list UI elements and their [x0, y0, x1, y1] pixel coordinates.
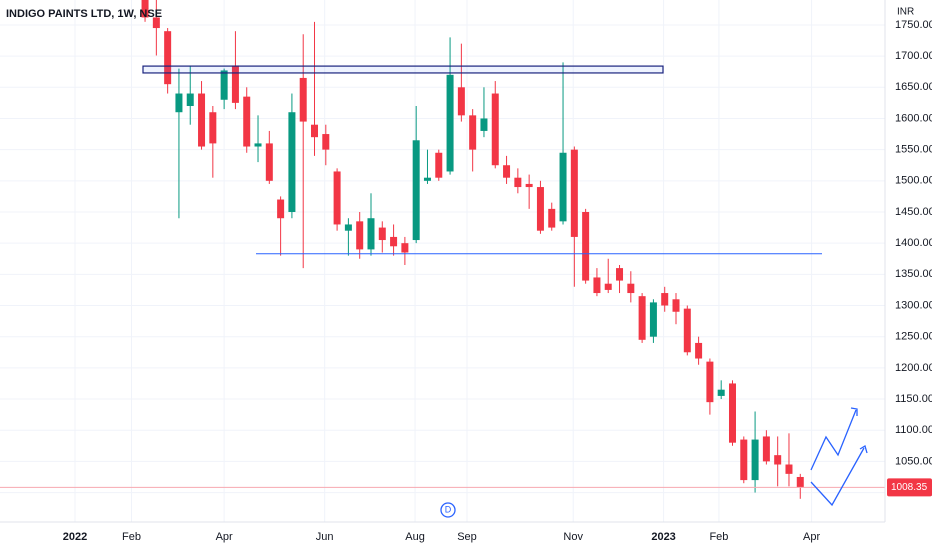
candle-body: [604, 283, 612, 290]
x-tick-label: 2022: [63, 531, 87, 543]
candle-body: [412, 140, 420, 241]
candle-body: [457, 87, 465, 116]
candle-body: [311, 124, 319, 138]
y-tick-label: 1500.00: [895, 175, 932, 187]
y-tick-label: 1600.00: [895, 112, 932, 124]
candle-body: [638, 296, 646, 340]
candle-body: [141, 0, 149, 18]
candle-body: [593, 277, 601, 294]
y-tick-label: 1050.00: [895, 455, 932, 467]
y-tick-label: 1550.00: [895, 144, 932, 156]
candle-body: [503, 165, 511, 178]
candle-body: [525, 183, 533, 188]
candle-body: [706, 361, 714, 403]
event-label: D: [445, 504, 452, 514]
candle-body: [627, 283, 635, 294]
x-tick-label: Apr: [216, 531, 233, 543]
candle-body: [254, 143, 262, 147]
candle-body: [209, 112, 217, 144]
candle-body: [717, 389, 725, 396]
candle-body: [243, 96, 251, 147]
candle-body: [785, 464, 793, 474]
candles: [0, 0, 885, 499]
candle-body: [469, 115, 477, 150]
candle-body: [367, 218, 375, 250]
chart-title: INDIGO PAINTS LTD, 1W, NSE: [6, 8, 162, 20]
x-tick-label: Sep: [457, 531, 477, 543]
x-tick-label: Nov: [563, 531, 583, 543]
candle-body: [220, 70, 228, 100]
candle-body: [740, 439, 748, 481]
candle-body: [616, 268, 624, 281]
y-tick-label: 1700.00: [895, 50, 932, 62]
y-tick-label: 1450.00: [895, 206, 932, 218]
candle-body: [333, 171, 341, 225]
candle-body: [683, 308, 691, 353]
arrow-drawing: [810, 409, 857, 471]
candle-body: [390, 236, 398, 247]
x-tick-label: Apr: [803, 531, 820, 543]
candle-body: [796, 476, 804, 488]
candle-body: [570, 149, 578, 237]
candle-body: [751, 439, 759, 481]
resistance-zone: [142, 65, 664, 74]
x-tick-label: Jun: [316, 531, 334, 543]
candle-body: [728, 383, 736, 443]
candle-body: [299, 77, 307, 122]
event-marker: [440, 502, 456, 518]
candle-body: [695, 342, 703, 359]
candle-body: [446, 74, 454, 172]
y-tick-label: 1200.00: [895, 362, 932, 374]
candle-body: [288, 112, 296, 212]
currency: INR: [897, 7, 914, 18]
candle-body: [152, 17, 160, 29]
candle-body: [559, 152, 567, 222]
candle-body: [277, 199, 285, 219]
x-tick-label: Feb: [122, 531, 141, 543]
y-tick-label: 1650.00: [895, 81, 932, 93]
candle-body: [186, 93, 194, 106]
candle-body: [231, 65, 239, 103]
candle-body: [175, 93, 183, 113]
candle-body: [198, 93, 206, 147]
y-tick-label: 1250.00: [895, 331, 932, 343]
y-tick-label: 1100.00: [895, 424, 932, 436]
arrow-drawing: [810, 447, 865, 507]
candle-body: [514, 177, 522, 188]
candle-body: [356, 221, 364, 250]
candle-body: [536, 187, 544, 231]
candle-body: [774, 455, 782, 465]
candle-body: [435, 152, 443, 178]
candle-body: [548, 208, 556, 228]
candle-body: [672, 299, 680, 312]
last-price-box: [887, 478, 932, 497]
y-tick-label: 1750.00: [895, 19, 932, 31]
y-tick-label: 1400.00: [895, 237, 932, 249]
candle-body: [582, 211, 590, 281]
y-tick-label: 1350.00: [895, 268, 932, 280]
candle-body: [423, 177, 431, 181]
candle-body: [649, 302, 657, 337]
y-tick-label: 1300.00: [895, 299, 932, 311]
arrow-head: [859, 445, 868, 454]
candle-body: [265, 143, 273, 181]
candle-body: [378, 227, 386, 241]
candle-body: [401, 243, 409, 253]
grid: [0, 0, 885, 522]
arrow-head: [850, 407, 858, 416]
candle-body: [344, 224, 352, 231]
x-tick-label: 2023: [651, 531, 675, 543]
y-tick-label: 1150.00: [895, 393, 932, 405]
candle-body: [164, 31, 172, 85]
candle-body: [661, 293, 669, 306]
candle-body: [480, 118, 488, 131]
candle-body: [322, 134, 330, 150]
x-tick-label: Aug: [405, 531, 425, 543]
axes: 1000.001050.001100.001150.001200.001250.…: [63, 19, 932, 543]
last-price-label: 1008.35: [891, 482, 928, 493]
candle-body: [762, 436, 770, 462]
x-tick-label: Feb: [709, 531, 728, 543]
candle-body: [491, 93, 499, 166]
